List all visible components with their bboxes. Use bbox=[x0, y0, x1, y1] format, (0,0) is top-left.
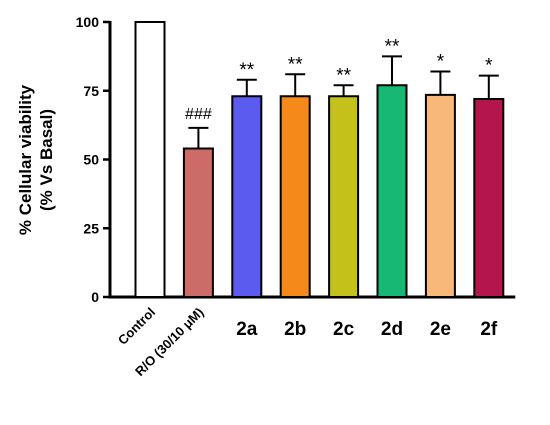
significance-mark: ** bbox=[288, 54, 303, 75]
bar bbox=[279, 95, 311, 298]
y-tick-label: 75 bbox=[83, 83, 99, 99]
bar bbox=[376, 84, 408, 298]
x-category-label: 2e bbox=[430, 319, 451, 340]
y-tick-label: 0 bbox=[91, 289, 99, 305]
significance-mark: * bbox=[437, 52, 445, 73]
x-category-label: Control bbox=[115, 305, 158, 348]
bar bbox=[328, 95, 360, 298]
significance-mark: ** bbox=[385, 36, 400, 57]
bar bbox=[182, 147, 214, 298]
x-category-label: 2c bbox=[333, 319, 355, 340]
error-bars bbox=[188, 55, 499, 149]
y-axis-label-line-1: % Cellular viability bbox=[16, 84, 35, 235]
x-category-label: 2f bbox=[480, 319, 498, 340]
bar bbox=[134, 21, 166, 298]
bar bbox=[231, 95, 263, 298]
significance-mark: ### bbox=[185, 106, 212, 123]
x-category-label: 2d bbox=[381, 319, 403, 340]
y-axis-ticks: 0 25 50 75 100 bbox=[76, 14, 110, 305]
significance-annotations: ###** ******* * bbox=[185, 36, 493, 123]
bar bbox=[473, 98, 505, 298]
y-axis-label-line-2: (% Vs Basal) bbox=[37, 109, 56, 211]
y-tick-label: 50 bbox=[83, 152, 99, 168]
y-tick-label: 25 bbox=[83, 220, 99, 236]
x-category-label: 2a bbox=[236, 319, 258, 340]
significance-mark: * bbox=[485, 56, 493, 77]
significance-mark: ** bbox=[336, 65, 351, 86]
y-axis-label: % Cellular viability (% Vs Basal) bbox=[16, 84, 56, 235]
y-tick-label: 100 bbox=[76, 14, 100, 30]
significance-mark: ** bbox=[239, 60, 254, 81]
x-category-label: 2b bbox=[284, 319, 306, 340]
bar bbox=[424, 93, 456, 298]
bars bbox=[134, 21, 505, 298]
